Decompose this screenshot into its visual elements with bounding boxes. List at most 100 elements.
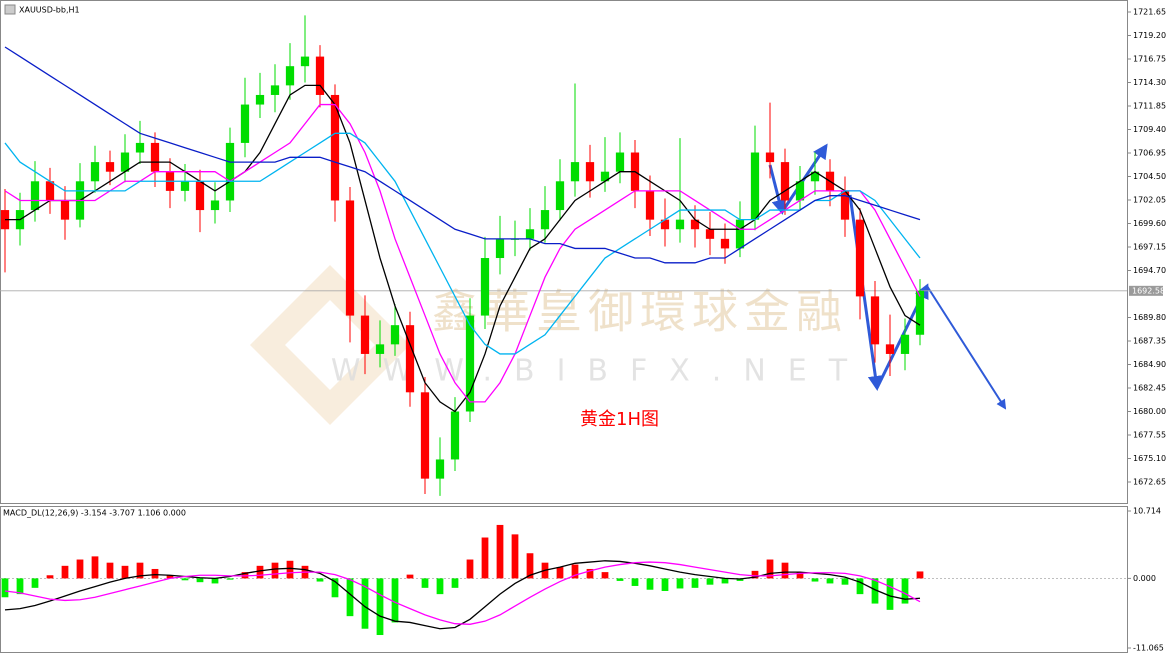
- histogram-bar: [496, 524, 504, 579]
- histogram-bar: [511, 534, 519, 579]
- chart-title: XAUUSD-bb,H1: [19, 6, 80, 15]
- y-tick-label: 1719.20: [1133, 31, 1166, 40]
- candle-body: [225, 142, 235, 201]
- candle-body: [45, 181, 55, 201]
- y-tick-label: 1675.10: [1133, 454, 1166, 463]
- histogram-bar: [811, 578, 819, 582]
- histogram-bar: [661, 578, 669, 591]
- candle-body: [300, 56, 310, 67]
- y-tick-label: 1716.75: [1133, 54, 1166, 63]
- y-tick-label: 1699.60: [1133, 219, 1166, 228]
- candle-body: [600, 171, 610, 182]
- histogram-bar: [391, 578, 399, 623]
- histogram-bar: [601, 572, 609, 579]
- histogram-bar: [181, 578, 189, 581]
- candle-body: [540, 210, 550, 230]
- histogram-bar: [361, 578, 369, 629]
- histogram-bar: [451, 578, 459, 588]
- histogram-bar: [16, 578, 24, 595]
- candle-body: [780, 162, 790, 201]
- candle-body: [435, 459, 445, 479]
- y-tick-label: 1721.65: [1133, 7, 1166, 16]
- histogram-bar: [691, 578, 699, 588]
- candle-body: [660, 219, 670, 230]
- candle-body: [570, 162, 580, 182]
- histogram-bar: [796, 572, 804, 579]
- candle-body: [315, 56, 325, 95]
- indicator-line: [4, 132, 921, 355]
- histogram-bar: [631, 578, 639, 586]
- current-price-label: 1692.58: [1132, 286, 1165, 295]
- price-pane: [0, 0, 1128, 504]
- candle-body: [195, 181, 205, 211]
- candle-body: [915, 290, 925, 335]
- y-tick-label: -11.065: [1133, 644, 1164, 653]
- candle-body: [375, 344, 385, 354]
- histogram-bar: [421, 578, 429, 588]
- histogram-bar: [781, 562, 789, 579]
- histogram-bar: [136, 562, 144, 579]
- histogram-bar: [646, 578, 654, 590]
- histogram-bar: [226, 578, 234, 580]
- histogram-bar: [526, 553, 534, 579]
- y-tick-label: 1680.00: [1133, 407, 1166, 416]
- candle-body: [735, 219, 745, 249]
- histogram-bar: [46, 575, 54, 579]
- candle-body: [585, 162, 595, 182]
- histogram-bar: [721, 578, 729, 584]
- y-tick-label: 1694.70: [1133, 266, 1166, 275]
- candle-body: [615, 152, 625, 172]
- histogram-bar: [1, 578, 9, 598]
- y-tick-label: 1704.50: [1133, 172, 1166, 181]
- y-tick-label: 1677.55: [1133, 430, 1166, 439]
- candle-body: [870, 296, 880, 345]
- histogram-bar: [751, 570, 759, 579]
- histogram-bar: [346, 578, 354, 617]
- candle-body: [525, 229, 535, 239]
- histogram-bar: [256, 565, 264, 579]
- histogram-bar: [121, 565, 129, 579]
- candle-body: [240, 104, 250, 143]
- histogram-bar: [466, 559, 474, 579]
- histogram-bar: [706, 578, 714, 585]
- watermark: 鑫華皇御環球金融: [432, 285, 848, 339]
- symbol-icon: [4, 4, 16, 15]
- candle-body: [795, 181, 805, 201]
- histogram-bar: [586, 568, 594, 579]
- indicator-line: [4, 561, 921, 625]
- histogram-bar: [871, 578, 879, 604]
- candle-body: [675, 219, 685, 230]
- candle-body: [105, 162, 115, 172]
- candle-body: [360, 315, 370, 354]
- candle-body: [750, 152, 760, 220]
- candle-body: [420, 392, 430, 479]
- candle-body: [150, 142, 160, 172]
- histogram-bar: [856, 578, 864, 595]
- candle-body: [285, 66, 295, 86]
- macd-title: MACD_DL(12,26,9) -3.154 -3.707 1.106 0.0…: [3, 509, 186, 518]
- y-tick-label: 1706.95: [1133, 148, 1166, 157]
- histogram-bar: [61, 565, 69, 579]
- y-tick-label: 1714.30: [1133, 78, 1166, 87]
- candle-body: [855, 219, 865, 297]
- histogram-bar: [571, 564, 579, 579]
- histogram-bar: [676, 578, 684, 589]
- candle-body: [465, 315, 475, 412]
- y-tick-label: 1672.65: [1133, 477, 1166, 486]
- candle-body: [720, 238, 730, 249]
- candle-body: [390, 325, 400, 345]
- candle-body: [690, 219, 700, 230]
- candle-body: [135, 142, 145, 153]
- candle-body: [30, 181, 40, 211]
- candle-body: [450, 411, 460, 460]
- candle-body: [810, 171, 820, 182]
- histogram-bar: [91, 556, 99, 579]
- watermark-url: WWW.BIBFX.NET: [331, 354, 869, 389]
- histogram-bar: [196, 578, 204, 583]
- candle-body: [210, 200, 220, 211]
- histogram-bar: [76, 559, 84, 579]
- histogram-bar: [286, 560, 294, 579]
- histogram-bar: [211, 578, 219, 584]
